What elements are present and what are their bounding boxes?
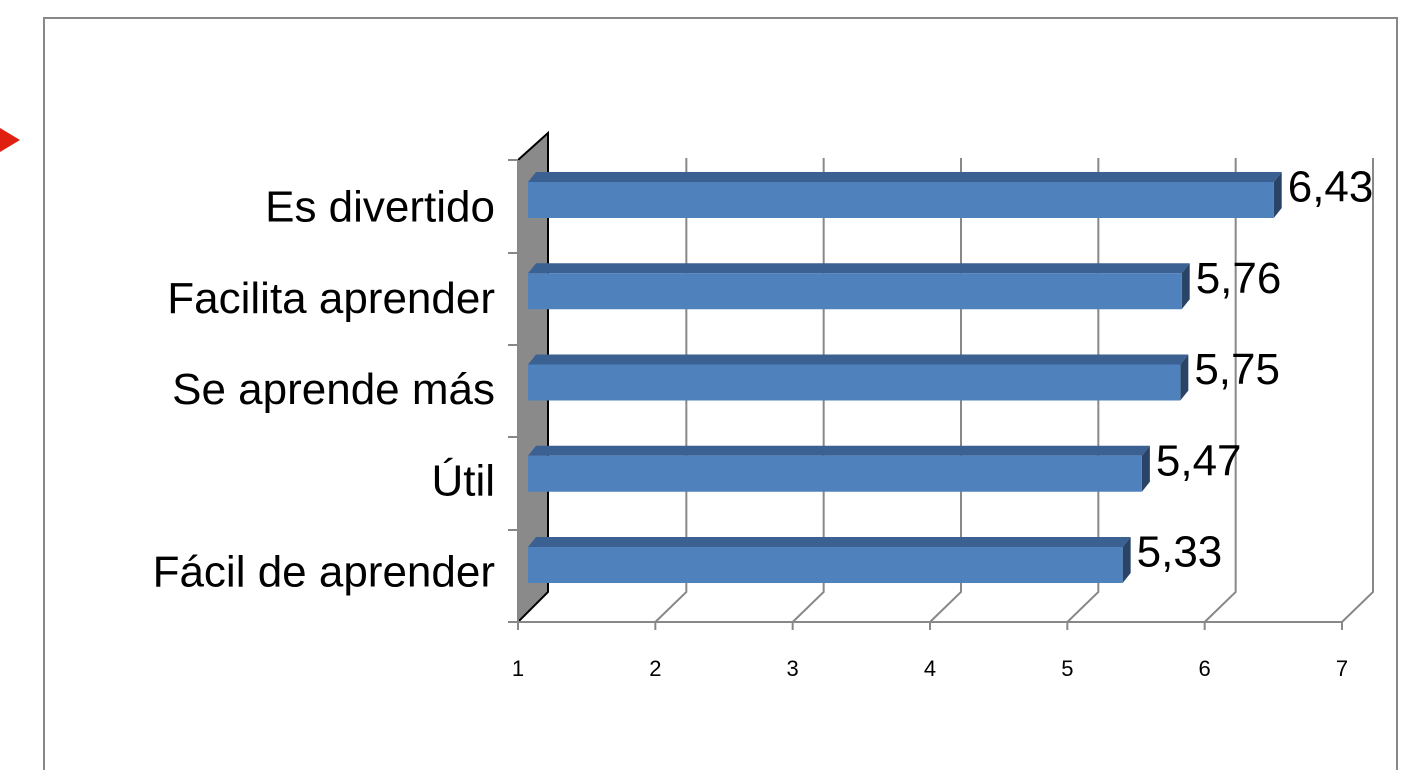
bar <box>528 182 1274 218</box>
bar-top <box>528 537 1131 547</box>
x-tick-label: 1 <box>512 656 524 681</box>
x-tick-label: 4 <box>924 656 936 681</box>
category-label: Es divertido <box>265 183 495 232</box>
x-tick-label: 3 <box>787 656 799 681</box>
bar-top <box>528 445 1150 456</box>
bar-side <box>1181 263 1190 310</box>
value-label: 5,75 <box>1194 345 1280 394</box>
x-tick-label: 5 <box>1061 656 1073 681</box>
category-label: Se aprende más <box>172 365 495 414</box>
bar-top <box>528 263 1190 274</box>
bar-side <box>1122 537 1131 583</box>
bar <box>528 273 1182 310</box>
y-axis-ticks <box>508 159 518 623</box>
x-tick-label: 2 <box>649 656 661 681</box>
category-label: Fácil de aprender <box>153 548 495 597</box>
x-tick-label: 6 <box>1199 656 1211 681</box>
category-label: Útil <box>431 456 495 505</box>
bar-side <box>1180 354 1189 401</box>
value-label: 6,43 <box>1288 163 1374 212</box>
bar <box>528 455 1142 492</box>
bar-top <box>528 172 1282 182</box>
bar-top <box>528 354 1189 365</box>
grid-line <box>1341 158 1374 623</box>
category-label: Facilita aprender <box>167 274 495 323</box>
bar-side <box>1273 172 1282 218</box>
pointer-arrow <box>0 128 20 152</box>
value-label: 5,76 <box>1196 254 1282 303</box>
x-tick-label: 7 <box>1336 656 1348 681</box>
bar <box>528 364 1181 401</box>
value-label: 5,47 <box>1156 436 1242 485</box>
value-label: 5,33 <box>1137 528 1223 577</box>
grid-line <box>1203 158 1237 623</box>
bar-side <box>1141 445 1150 492</box>
bar <box>528 547 1123 583</box>
